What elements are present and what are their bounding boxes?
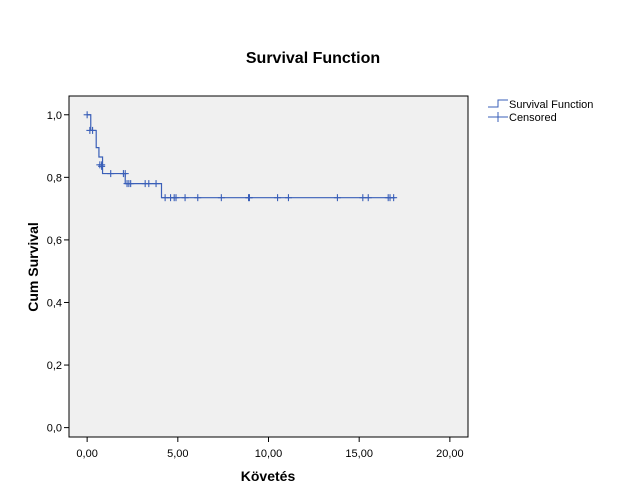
censored-marker	[364, 194, 372, 202]
censored-marker	[390, 194, 398, 202]
censored-marker	[152, 180, 160, 188]
censored-marker	[127, 180, 135, 188]
y-tick-label: 1,0	[47, 110, 62, 122]
legend-swatch-survival-function	[488, 99, 508, 108]
censored-marker	[333, 194, 341, 202]
y-tick-label: 0,0	[47, 423, 62, 435]
x-axis-title: Követés	[241, 468, 296, 484]
chart-title: Survival Function	[246, 50, 380, 67]
censored-marker	[98, 162, 106, 170]
series-layer	[83, 111, 398, 202]
x-tick-label: 15,00	[345, 448, 373, 460]
censored-marker	[89, 126, 97, 134]
legend-swatch-censored	[488, 112, 508, 122]
legend-label-survival-function: Survival Function	[509, 99, 593, 111]
plot-area	[68, 95, 469, 438]
y-tick-label: 0,4	[47, 297, 62, 309]
y-axis-title: Cum Survival	[25, 222, 41, 311]
legend: Survival Function Censored	[488, 99, 593, 124]
x-axis: 0,00 5,00 10,00 15,00 20,00	[76, 437, 464, 460]
y-tick-label: 0,8	[47, 172, 62, 184]
censored-marker	[181, 194, 189, 202]
censored-marker	[217, 194, 225, 202]
x-tick-label: 20,00	[436, 448, 464, 460]
legend-label-censored: Censored	[509, 112, 557, 124]
censored-marker	[284, 194, 292, 202]
censored-marker	[274, 194, 282, 202]
x-tick-label: 5,00	[167, 448, 188, 460]
censored-marker	[172, 194, 180, 202]
x-tick-label: 10,00	[255, 448, 283, 460]
censored-marker	[107, 170, 115, 178]
censored-marker	[145, 180, 153, 188]
censored-marker	[121, 170, 129, 178]
y-tick-label: 0,2	[47, 360, 62, 372]
censored-marker	[83, 111, 91, 119]
censored-marker	[245, 194, 253, 202]
censored-marker	[194, 194, 202, 202]
y-axis: 0,0 0,2 0,4 0,6 0,8 1,0	[47, 110, 69, 435]
x-tick-label: 0,00	[76, 448, 97, 460]
y-tick-label: 0,6	[47, 235, 62, 247]
